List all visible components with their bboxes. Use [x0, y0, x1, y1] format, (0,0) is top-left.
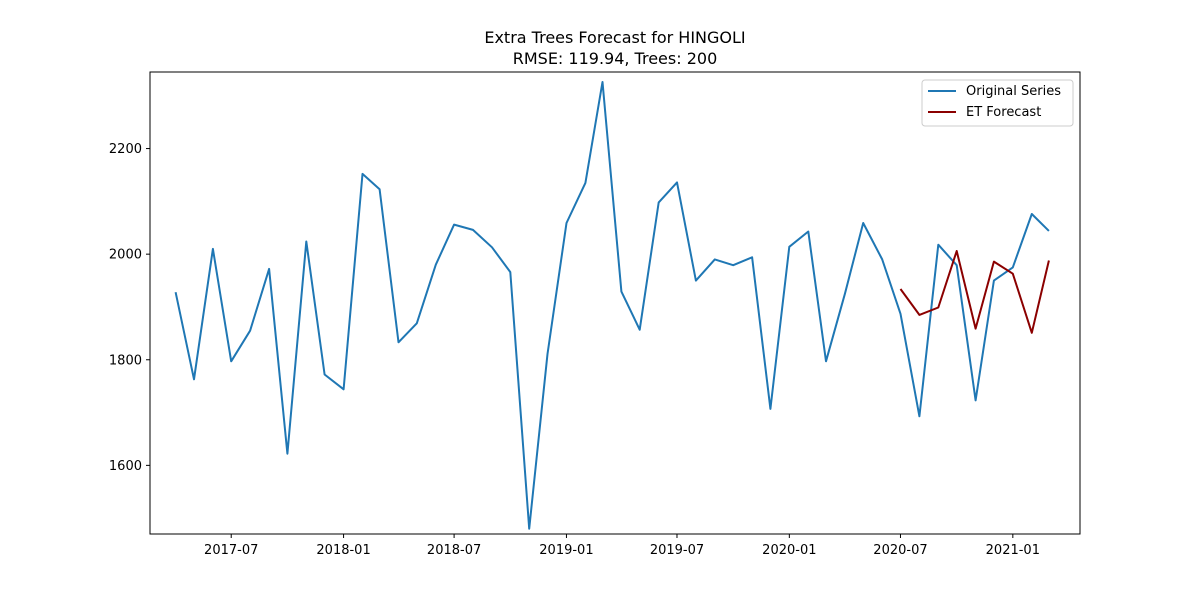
y-axis: 1600 1800 2000 2200 — [109, 142, 150, 474]
y-tick-label: 1800 — [109, 353, 142, 368]
x-tick-label: 2018-01 — [316, 543, 370, 558]
x-axis: 2017-07 2018-01 2018-07 2019-01 2019-07 2020-… — [204, 534, 1040, 558]
x-tick-label: 2020-01 — [762, 543, 816, 558]
y-tick-label: 1600 — [109, 459, 142, 474]
y-tick-label: 2200 — [109, 142, 142, 157]
chart-subtitle: RMSE: 119.94, Trees: 200 — [513, 49, 718, 68]
y-tick-label: 2000 — [109, 248, 142, 263]
legend: Original Series ET Forecast — [921, 79, 1074, 127]
x-tick-label: 2019-01 — [539, 543, 593, 558]
x-tick-label: 2018-07 — [427, 543, 481, 558]
legend-box — [921, 79, 1074, 127]
series-line-et-forecast — [899, 250, 1050, 334]
x-tick-label: 2019-07 — [650, 543, 704, 558]
x-tick-label: 2017-07 — [204, 543, 258, 558]
series-layer — [174, 81, 1050, 530]
plot-frame — [149, 71, 1081, 535]
legend-label-original-series: Original Series — [966, 84, 1061, 99]
legend-label-et-forecast: ET Forecast — [966, 105, 1041, 120]
chart-title: Extra Trees Forecast for HINGOLI — [484, 28, 745, 47]
x-tick-label: 2021-01 — [986, 543, 1040, 558]
x-tick-label: 2020-07 — [873, 543, 927, 558]
series-line-original-series — [174, 81, 1050, 530]
